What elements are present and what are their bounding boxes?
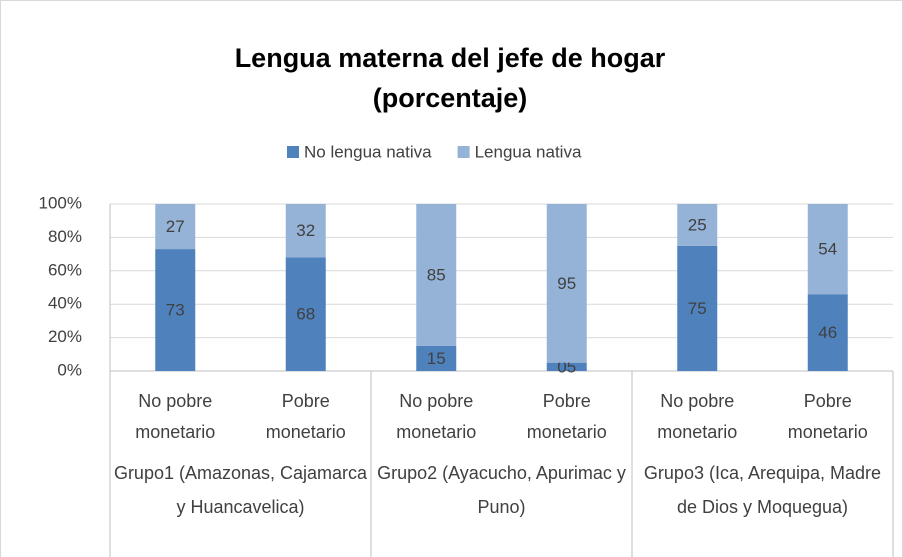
y-tick-label: 0% [57,360,82,379]
bar-segment [416,345,457,371]
bar-segment [807,204,848,295]
data-label: 25 [688,215,707,234]
y-tick-label: 20% [48,327,82,346]
legend-swatch [287,146,299,158]
group-label: Grupo2 (Ayacucho, Apurimac y Puno) [377,463,626,517]
bar-segment [285,204,326,258]
bar-segment [155,204,196,250]
y-tick-label: 60% [48,260,82,279]
data-label: 95 [557,274,576,293]
bar-segment [807,294,848,371]
y-tick-label: 100% [39,193,82,212]
x-tick-label: Pobre monetario [265,391,346,442]
data-label: 15 [427,349,446,368]
legend-label: Lengua nativa [475,142,582,161]
y-tick-label: 40% [48,294,82,313]
bar-segment [155,249,196,371]
data-label: 85 [427,265,446,284]
data-label: 32 [296,221,315,240]
data-label: 46 [818,323,837,342]
data-label: 68 [296,305,315,324]
group-label: Grupo3 (Ica, Arequipa, Madre de Dios y M… [643,463,882,517]
bar-segment [546,204,587,363]
legend-swatch [457,146,470,158]
bar-segment [285,257,326,371]
x-tick-label: No pobre monetario [657,391,738,442]
y-tick-label: 80% [48,227,82,246]
x-tick-label: No pobre monetario [396,391,477,442]
x-tick-label: Pobre monetario [526,391,607,442]
bar-segment [677,204,718,246]
chart-title: Lengua materna del jefe de hogar (porcen… [234,43,666,113]
data-label: 54 [818,240,837,259]
x-tick-label: Pobre monetario [787,391,868,442]
legend-label: No lengua nativa [304,142,432,161]
group-label: Grupo1 (Amazonas, Cajamarca y Huancaveli… [113,463,368,517]
bar-segment [416,204,457,346]
bar-segment [546,362,587,371]
bar-segment [677,245,718,371]
x-tick-label: No pobre monetario [135,391,216,442]
data-label: 27 [166,217,185,236]
data-label: 73 [166,301,185,320]
data-label: 75 [688,299,707,318]
